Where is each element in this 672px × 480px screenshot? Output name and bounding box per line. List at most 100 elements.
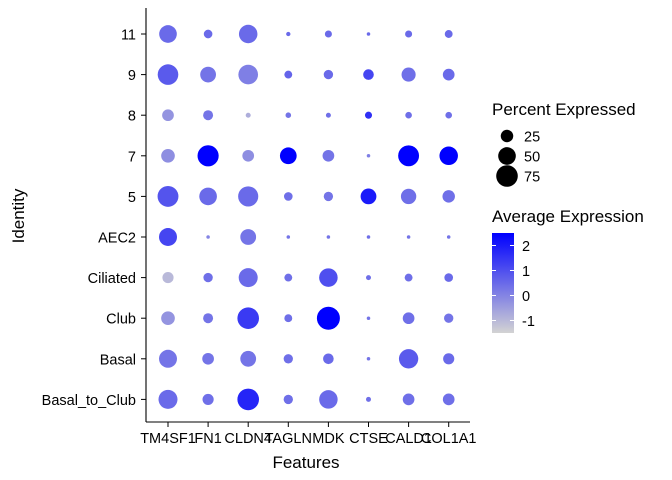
dot	[326, 235, 331, 239]
dot	[319, 268, 338, 287]
dot	[237, 307, 259, 330]
x-tick-label: TM4SF1	[140, 431, 196, 447]
percent-expressed-legend: Percent Expressed 25 50 75	[492, 100, 636, 187]
dot	[197, 145, 219, 167]
dot	[366, 357, 371, 361]
dot	[203, 29, 213, 39]
y-tick-label: Basal	[100, 352, 136, 368]
dot	[402, 393, 415, 406]
dot	[200, 66, 216, 83]
dot	[286, 235, 291, 239]
dot	[286, 31, 291, 37]
dot	[238, 268, 258, 288]
dot	[366, 32, 371, 36]
dot	[283, 354, 293, 364]
percent-legend-dot	[498, 147, 516, 165]
color-bar	[492, 233, 514, 333]
dot	[444, 313, 454, 323]
dot	[159, 349, 177, 368]
dot	[157, 64, 179, 85]
dot	[206, 235, 210, 239]
dot	[199, 187, 217, 206]
dot	[364, 111, 373, 119]
dot	[439, 146, 458, 166]
percent-legend-dot	[496, 165, 518, 187]
dot	[398, 145, 420, 167]
dot	[444, 30, 453, 38]
dot	[406, 235, 411, 239]
dot	[322, 149, 335, 162]
dot	[245, 112, 251, 118]
x-tick-label: CALD1	[385, 431, 432, 447]
axes	[145, 8, 470, 423]
percent-legend-label: 50	[524, 150, 540, 166]
dot	[284, 314, 293, 323]
dot	[203, 313, 214, 324]
dot	[161, 148, 175, 163]
x-tick-label: TAGLN	[265, 431, 312, 447]
x-tick-label: FN1	[194, 431, 221, 447]
dot	[240, 350, 257, 367]
y-tick-label: Ciliated	[88, 271, 136, 287]
dot	[157, 185, 179, 207]
dot	[404, 273, 413, 282]
dot	[405, 111, 412, 119]
percent-legend-title: Percent Expressed	[492, 100, 636, 119]
dot	[366, 154, 371, 158]
dot	[443, 353, 455, 365]
y-tick-label: Club	[106, 312, 136, 328]
x-tick-label: COL1A1	[421, 431, 477, 447]
dot	[442, 393, 455, 406]
color-bar-label: 0	[522, 289, 530, 305]
dot	[444, 273, 454, 282]
dot	[284, 70, 293, 79]
y-tick-label: 9	[128, 68, 136, 84]
dot	[240, 229, 257, 245]
y-tick-label: Basal_to_Club	[42, 393, 136, 409]
dot	[323, 191, 334, 202]
dot	[400, 188, 417, 205]
dot	[285, 112, 292, 118]
dot	[203, 110, 214, 121]
dot	[283, 192, 293, 201]
color-bar-label: -1	[522, 314, 535, 330]
percent-legend-dot	[500, 129, 514, 143]
dot	[238, 24, 258, 44]
dot	[366, 316, 371, 320]
dot	[366, 235, 371, 239]
average-expression-legend: Average Expression 2 1 0 -1	[492, 207, 644, 333]
dot	[324, 30, 332, 38]
dot	[398, 349, 419, 369]
dot	[283, 394, 293, 405]
dot	[238, 186, 259, 207]
dot	[162, 109, 174, 122]
dot	[445, 111, 453, 119]
dot	[237, 388, 259, 411]
y-tick-label: 8	[128, 109, 136, 125]
dot	[202, 393, 214, 405]
dot	[442, 68, 455, 81]
dot	[325, 112, 331, 118]
y-axis-title: Identity	[9, 188, 28, 243]
dot	[238, 64, 259, 85]
y-tick-label: 11	[121, 28, 136, 44]
y-tick-label: AEC2	[98, 231, 136, 247]
y-tick-label: 7	[128, 149, 136, 165]
dot	[442, 190, 455, 203]
dot	[203, 272, 213, 283]
x-tick-label: CTSE	[349, 431, 388, 447]
dot	[366, 275, 371, 281]
y-tick-label: 5	[128, 190, 136, 206]
dot	[401, 67, 416, 82]
average-legend-title: Average Expression	[492, 207, 644, 226]
dot	[162, 272, 174, 284]
dot	[161, 311, 175, 326]
dot	[242, 149, 255, 162]
dot	[323, 69, 334, 80]
dots	[157, 24, 458, 411]
x-tick-label: MDK	[312, 431, 345, 447]
dot	[202, 352, 214, 365]
y-ticks: 11 9 8 7 5 AEC2 Ciliated Club Basal Basal_to_Club	[42, 28, 146, 409]
